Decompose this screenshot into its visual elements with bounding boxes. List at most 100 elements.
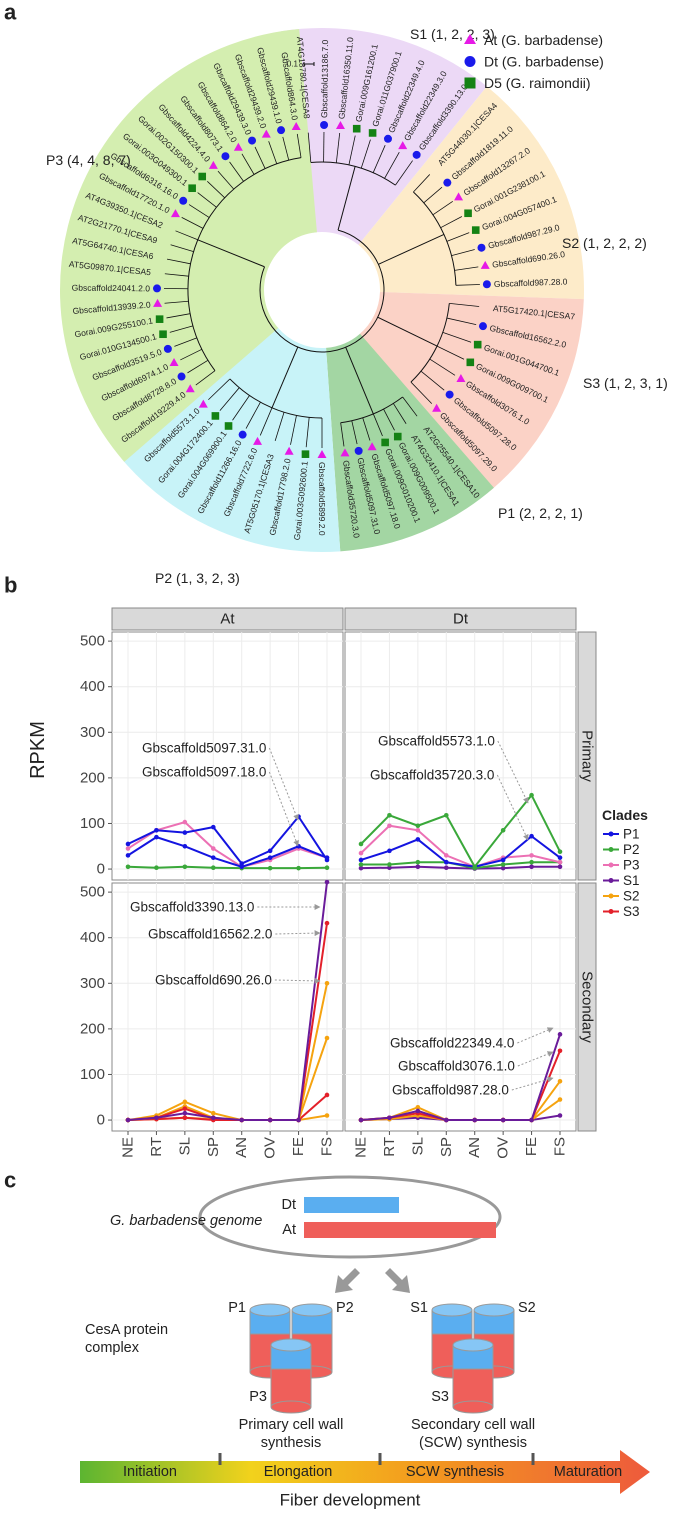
x-tick-label: OV — [495, 1137, 512, 1159]
point — [210, 846, 216, 851]
branch — [166, 258, 191, 265]
dt-bar — [304, 1197, 399, 1213]
point — [443, 1117, 449, 1123]
legend-dot — [608, 847, 614, 852]
caption: (SCW) synthesis — [419, 1435, 527, 1451]
line — [127, 820, 328, 868]
x-tick-label: AN — [466, 1137, 483, 1158]
branch — [274, 412, 285, 442]
legend-label: P3 — [623, 858, 640, 873]
point — [267, 855, 273, 860]
branch — [195, 370, 216, 386]
arrow — [385, 1268, 410, 1293]
point — [239, 1117, 245, 1123]
leaf-label: Gbscaffold13186.7.0 — [319, 39, 330, 118]
complex-label: S2 — [518, 1300, 536, 1316]
annotation: Gbscaffold3076.1.0 — [398, 1059, 515, 1074]
strip-label: Secondary — [579, 971, 596, 1043]
annotation-arrow — [268, 747, 299, 821]
leaf-marker — [480, 260, 490, 269]
leaf-marker — [261, 129, 271, 138]
line — [127, 814, 328, 865]
point — [443, 812, 449, 818]
point — [387, 848, 392, 854]
branch — [180, 348, 203, 361]
point — [324, 855, 330, 860]
leaf-marker — [445, 390, 454, 399]
point — [210, 1110, 216, 1116]
branch — [169, 325, 194, 333]
annotation-arrow — [517, 1027, 554, 1044]
branch — [271, 346, 299, 409]
at-bar — [304, 1222, 496, 1238]
point — [239, 861, 245, 866]
point — [125, 853, 131, 858]
leaf-marker — [169, 358, 179, 367]
leaf-marker — [155, 315, 164, 323]
clade-wedge — [358, 86, 584, 300]
stage-arrow — [80, 1450, 650, 1494]
point — [415, 823, 421, 829]
branch — [219, 387, 240, 411]
leaf-marker — [233, 142, 243, 151]
branch — [383, 408, 395, 431]
branch — [420, 370, 445, 391]
point — [324, 1113, 330, 1118]
point — [443, 865, 449, 870]
point — [529, 859, 534, 865]
branch — [429, 358, 456, 376]
point — [324, 920, 330, 926]
leaf-marker — [198, 399, 208, 408]
point — [472, 864, 478, 870]
branch — [174, 337, 197, 347]
leaf-marker — [352, 124, 361, 133]
branch — [351, 420, 358, 445]
point — [500, 865, 506, 871]
branch — [164, 273, 189, 277]
cylinder-cap — [291, 1303, 333, 1317]
leaf-marker — [291, 122, 301, 131]
leaf-marker — [454, 192, 464, 201]
leaf-label: Gbscaffold5899.2.0 — [317, 462, 327, 536]
branch — [181, 217, 204, 229]
x-tick-label: SP — [205, 1137, 222, 1157]
cylinder-cap — [452, 1338, 494, 1352]
annotation: Gbscaffold5097.18.0 — [142, 765, 266, 780]
point — [358, 865, 364, 871]
point — [557, 855, 563, 860]
x-tick-label: FS — [319, 1137, 336, 1156]
point — [387, 862, 392, 867]
arrow — [335, 1268, 360, 1293]
leaf-marker — [185, 384, 195, 393]
annotation: Gbscaffold987.28.0 — [392, 1083, 509, 1098]
panel-bg — [111, 631, 344, 881]
point — [387, 865, 392, 870]
cylinder-cap — [431, 1303, 473, 1317]
leaf-marker — [238, 430, 247, 439]
point — [500, 862, 506, 867]
point — [239, 864, 245, 870]
complex-label: P1 — [228, 1300, 246, 1316]
clade-label: S2 (1, 2, 2, 2) — [562, 235, 647, 251]
legend-marker — [464, 56, 476, 67]
clade-wedge — [326, 333, 494, 552]
point — [557, 1079, 563, 1084]
legend-label: At (G. barbadense) — [484, 32, 603, 48]
branch — [241, 153, 255, 175]
branch — [446, 232, 470, 242]
strip-label: At — [220, 611, 235, 628]
point — [500, 1117, 506, 1123]
annotation: Gbscaffold35720.3.0 — [370, 768, 494, 783]
x-tick-label: RT — [381, 1137, 398, 1157]
branch — [442, 331, 472, 343]
leaf-label: Gbscaffold24041.2.0 — [72, 283, 151, 294]
leaf-marker — [478, 322, 487, 331]
branch — [217, 170, 235, 190]
clade-wedge — [121, 327, 341, 552]
point — [154, 834, 159, 840]
axis-label: Fiber development — [280, 1491, 421, 1510]
point — [358, 841, 364, 847]
legend-title: Clades — [602, 807, 648, 823]
point — [443, 859, 449, 865]
caption: synthesis — [261, 1435, 321, 1451]
